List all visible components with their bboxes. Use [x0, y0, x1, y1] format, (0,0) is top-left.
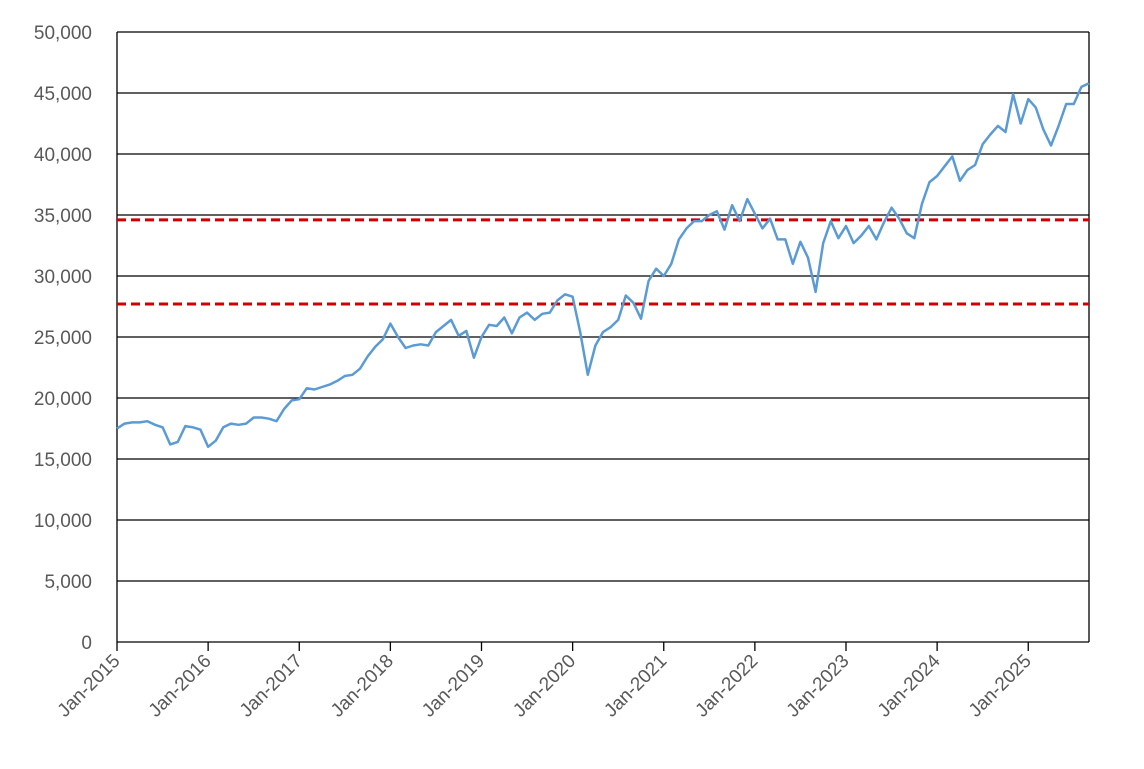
x-tick-label: Jan-2020 [509, 651, 580, 722]
x-tick-label: Jan-2017 [236, 651, 307, 722]
y-tick-label: 45,000 [34, 84, 92, 105]
x-tick-label: Jan-2024 [874, 650, 945, 721]
y-tick-label: 30,000 [34, 267, 92, 288]
y-tick-label: 50,000 [34, 23, 92, 44]
y-tick-label: 15,000 [34, 450, 92, 471]
x-tick-label: Jan-2023 [783, 651, 854, 722]
y-tick-label: 25,000 [34, 328, 92, 349]
y-tick-label: 10,000 [34, 511, 92, 532]
y-tick-label: 40,000 [34, 145, 92, 166]
y-tick-label: 5,000 [44, 572, 92, 593]
x-tick-label: Jan-2018 [327, 651, 398, 722]
y-tick-label: 20,000 [34, 389, 92, 410]
series-line [116, 82, 1090, 449]
y-tick-label: 35,000 [34, 206, 92, 227]
x-tick-label: Jan-2025 [965, 651, 1036, 722]
x-tick-label: Jan-2019 [418, 651, 489, 722]
x-tick-label: Jan-2015 [54, 651, 125, 722]
x-tick-label: Jan-2016 [145, 651, 216, 722]
y-tick-label: 0 [81, 633, 92, 654]
x-tick-label: Jan-2021 [600, 651, 671, 722]
x-tick-label: Jan-2022 [692, 651, 763, 722]
